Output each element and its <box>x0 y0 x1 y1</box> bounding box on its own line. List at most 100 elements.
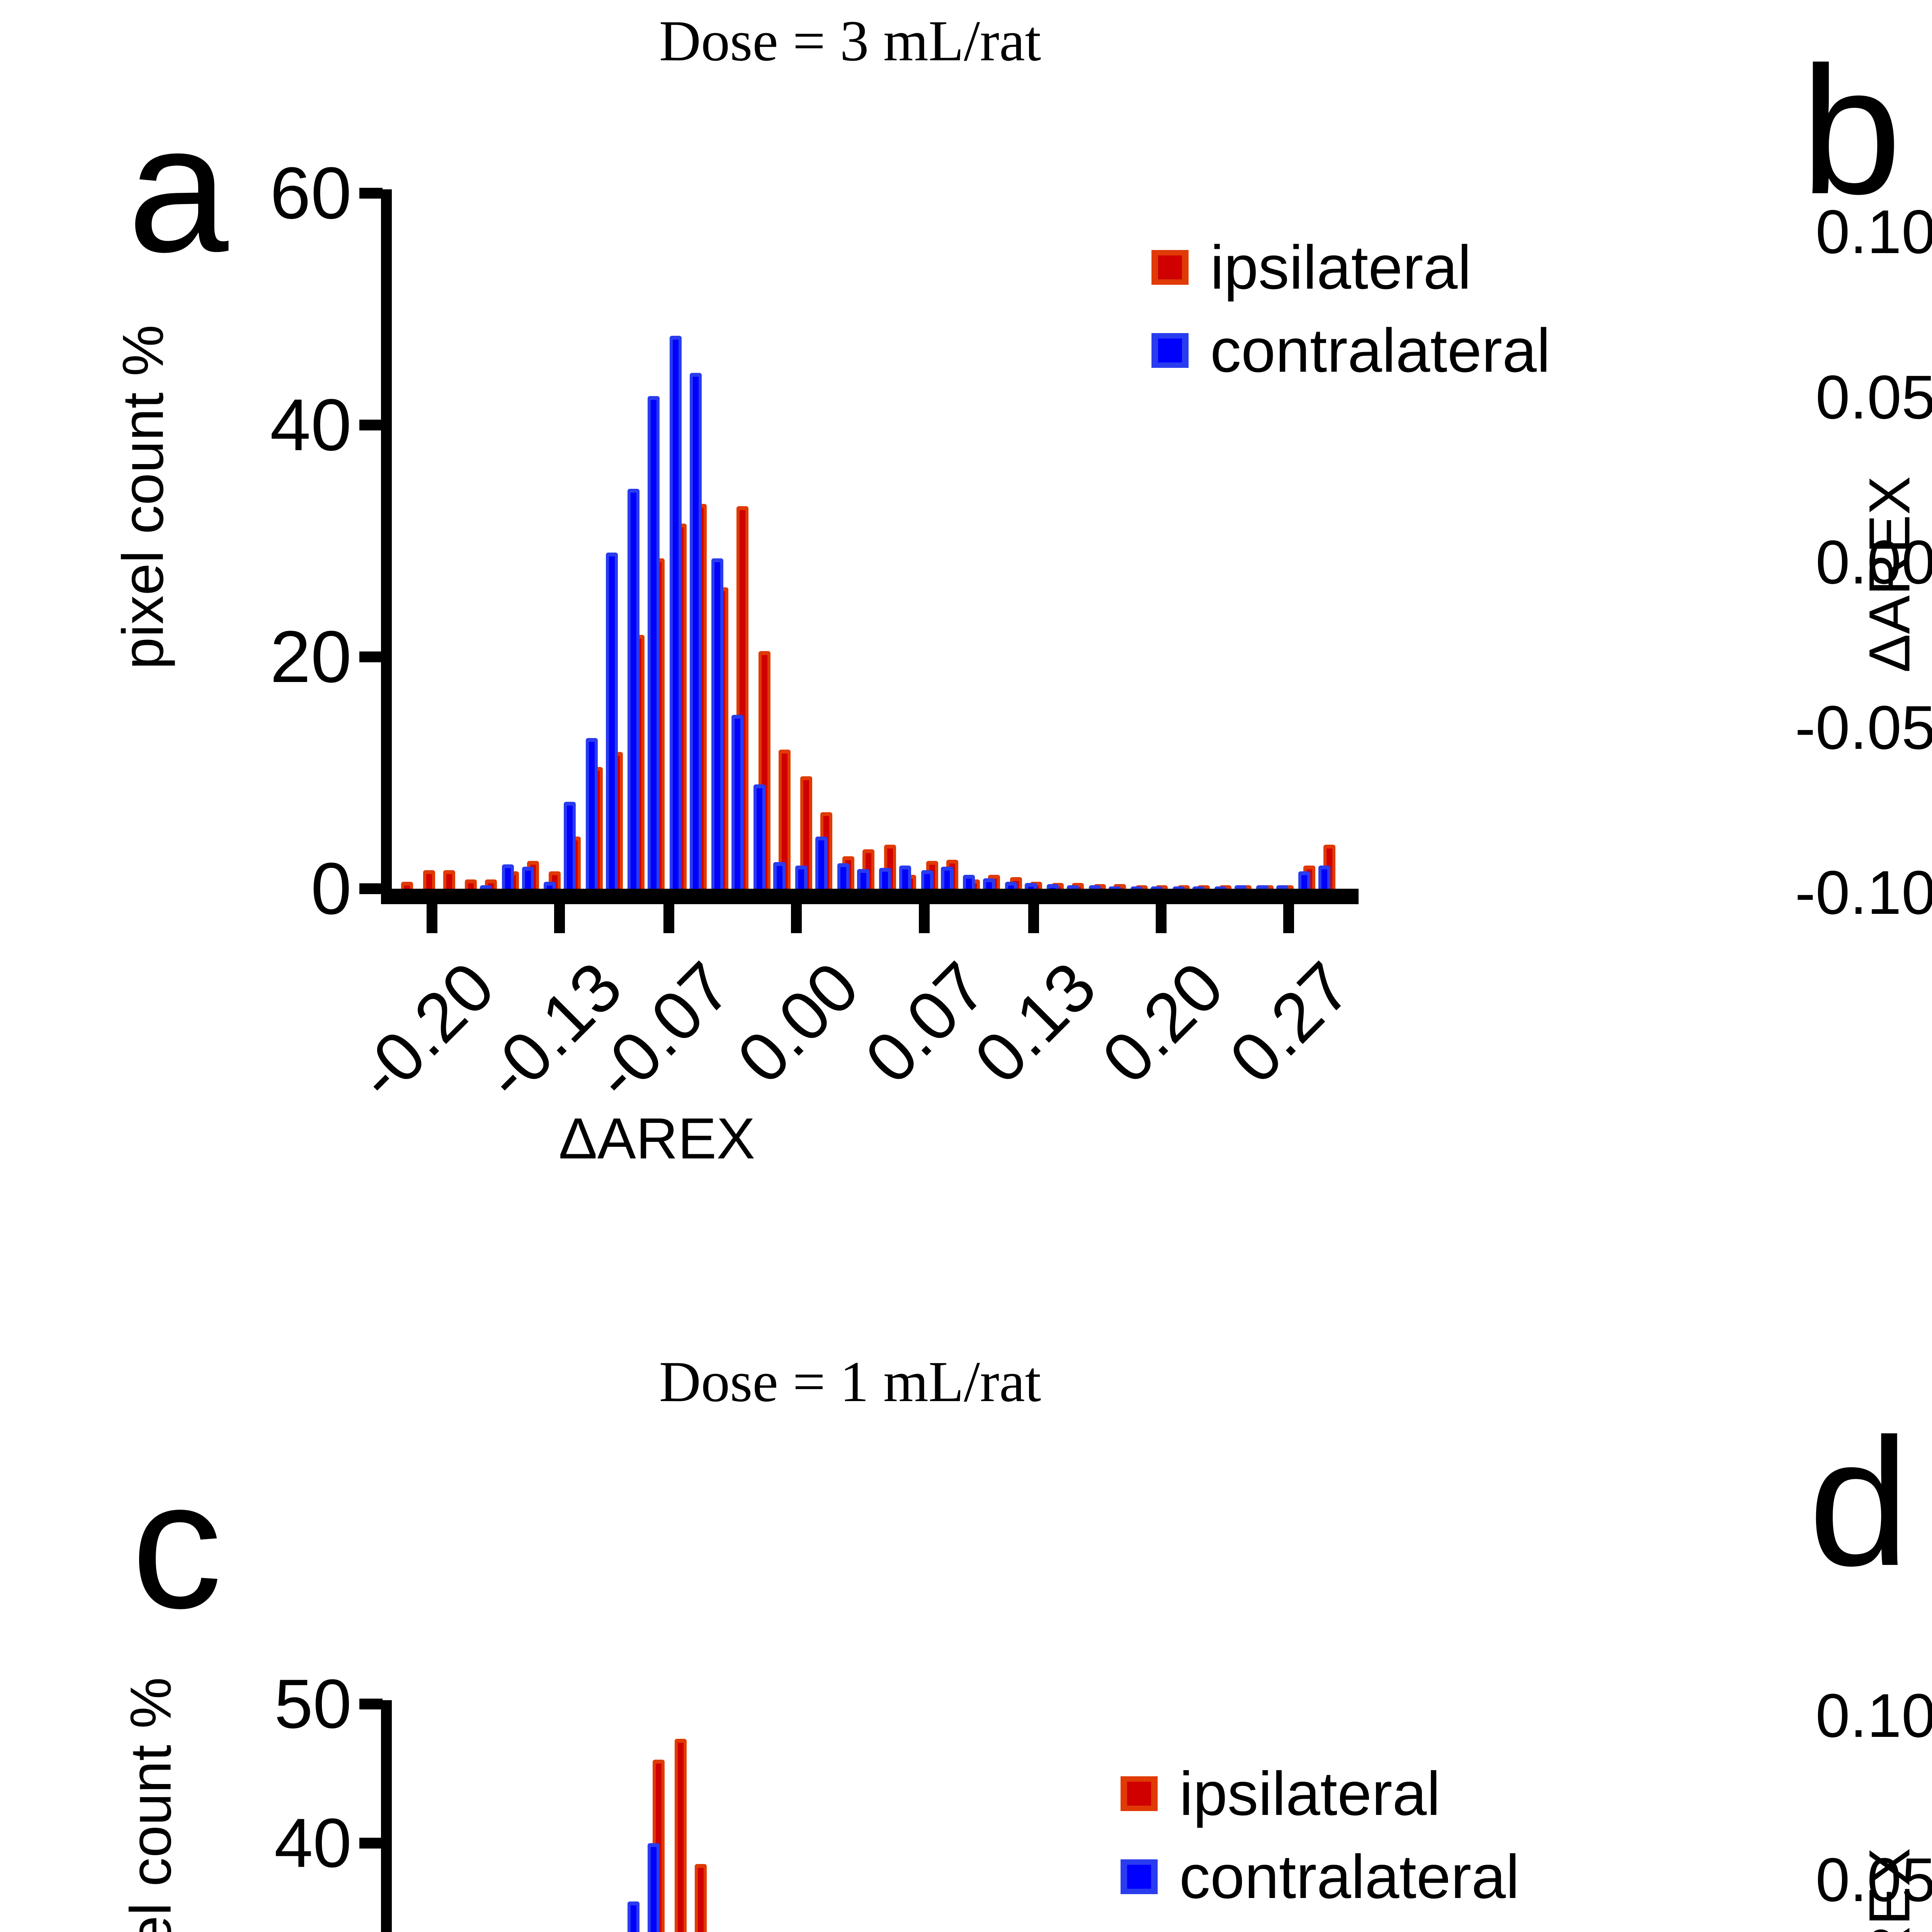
panel_c-legend-label: ipsilateral <box>1179 1759 1440 1828</box>
panel_a-bar <box>502 864 514 889</box>
panel_a-y-tick <box>359 651 383 662</box>
panel-b-letter: b <box>1801 29 1902 232</box>
panel_a-bar-core <box>818 840 825 889</box>
panel-a-ylabel: pixel count % <box>110 325 175 670</box>
panel-a-letter: a <box>128 87 229 290</box>
panel-c-histogram: 01020304050-0.20-0.13-0.070.000.070.130.… <box>0 1314 1519 1932</box>
panel_a-legend-item: contralateral <box>1151 315 1550 386</box>
panel_b-y-tick-label: 0.00 <box>1815 527 1932 597</box>
panel_a-bar <box>921 870 933 889</box>
panel_a-bar <box>1298 871 1311 889</box>
panel_a-bar-core <box>547 886 553 889</box>
panel_a-y-axis <box>381 189 392 889</box>
panel_a-bar-core <box>803 780 810 889</box>
panel_a-bar <box>795 866 808 889</box>
panel_a-bar-core <box>714 562 721 889</box>
panel_a-bar-core <box>756 788 762 889</box>
panel_a-legend-item: ipsilateral <box>1151 232 1471 303</box>
panel_a-bar <box>522 867 534 889</box>
panel-b-scatter: -0.10-0.050.000.050.10ispitateralcontral… <box>1507 0 1932 1236</box>
panel_a-y-tick-label: 20 <box>270 616 352 698</box>
panel_a-bar <box>753 784 765 889</box>
panel_a-bar <box>1109 886 1121 889</box>
panel_a-bar <box>648 396 660 889</box>
panel_a-bar <box>815 837 828 889</box>
panel_c-bar-core <box>651 1847 657 1932</box>
panel_c-bar-core <box>697 1868 704 1932</box>
contralateral-swatch <box>1151 333 1189 368</box>
panel_a-bar-core <box>404 886 410 889</box>
panel-c-letter: c <box>131 1443 222 1646</box>
panel-a-histogram: 0 20 40 60 -0.20 -0.13 -0.07 0.00 0.07 0.13 0.20 0.… <box>0 0 1551 1236</box>
panel_a-bar <box>711 558 724 889</box>
panel_a-bar-core <box>505 868 511 889</box>
panel_a-bar <box>423 870 435 889</box>
panel_c-plot-area <box>386 1704 1352 1932</box>
panel_a-bar-core <box>986 882 992 889</box>
panel_a-bar <box>1066 885 1079 889</box>
panel_a-y-tick <box>359 188 383 199</box>
panel_a-bar <box>963 875 975 889</box>
panel-d-scatter: -0.10-0.050.000.050.10ispitateralcontral… <box>1507 1314 1932 1932</box>
swatch-inner <box>1158 338 1182 362</box>
panel_c-y-tick <box>359 1838 383 1849</box>
panel_d-y-tick-label: 0.10 <box>1815 1681 1932 1750</box>
panel_a-bar-core <box>446 874 452 889</box>
panel_c-bar <box>674 1739 687 1932</box>
panel_a-y-tick-label: 40 <box>270 384 352 466</box>
panel_a-bar <box>480 885 492 889</box>
panel_b-y-tick-label: 0.10 <box>1815 197 1932 266</box>
swatch-inner <box>1158 255 1182 279</box>
panel_a-bar-core <box>735 719 741 889</box>
panel_a-bar-core <box>567 806 573 889</box>
panel_a-bar-core <box>860 873 866 889</box>
panel_a-bar-core <box>651 400 657 889</box>
panel_a-bar <box>773 862 786 889</box>
panel-a-xlabel: ΔAREX <box>558 1106 755 1171</box>
panel-c-title: Dose = 1 mL/rat <box>659 1350 1041 1414</box>
panel_a-y-tick-label: 60 <box>270 152 352 234</box>
panel_a-legend-label: contralateral <box>1210 316 1551 385</box>
panel_a-bar <box>628 489 640 889</box>
panel_a-bar <box>689 373 702 889</box>
panel_c-legend-item: contralateral <box>1121 1841 1519 1912</box>
panel_a-bar <box>1150 886 1163 889</box>
panel_a-bar <box>465 879 477 889</box>
panel_a-bar-core <box>1321 869 1327 889</box>
panel_a-bar <box>564 802 576 889</box>
panel_a-bar-core <box>1050 888 1056 889</box>
panel_d-y-tick-label: 0.05 <box>1815 1845 1932 1914</box>
panel_a-bar <box>669 336 682 889</box>
panel_a-bar <box>1214 886 1227 889</box>
panel_a-bar <box>1276 885 1289 889</box>
panel_a-x-tick <box>663 904 675 933</box>
panel_b-y-tick-label: 0.05 <box>1815 362 1932 432</box>
panel_a-x-tick <box>1155 904 1167 933</box>
panel_a-bar <box>941 867 953 889</box>
panel_a-bar-core <box>944 871 950 889</box>
panel_a-bar-core <box>525 871 531 889</box>
panel_a-x-tick <box>426 904 437 933</box>
panel-b-ylabel: ΔAREX <box>1857 476 1922 673</box>
panel_a-bar <box>605 553 618 889</box>
panel_b-y-tick-label: -0.05 <box>1795 692 1932 762</box>
swatch-inner <box>1127 1865 1151 1889</box>
panel_c-y-tick-label: 40 <box>274 1804 352 1882</box>
panel_a-bar <box>731 715 744 889</box>
panel_a-bar <box>1192 886 1205 889</box>
panel-c-ylabel: pixel count % <box>118 1677 183 1932</box>
panel_a-bar <box>837 863 849 889</box>
panel_a-bar-core <box>840 867 846 889</box>
panel_c-bar <box>628 1901 640 1932</box>
panel_a-bar-core <box>468 883 474 889</box>
panel_a-legend-label: ipsilateral <box>1210 233 1471 302</box>
panel_c-legend-item: ipsilateral <box>1121 1758 1440 1829</box>
panel_a-bar-core <box>781 753 787 889</box>
panel_c-bar <box>648 1843 660 1932</box>
panel_c-bar-core <box>631 1905 637 1932</box>
panel_a-bar-core <box>588 742 595 889</box>
panel_b-y-tick-label: -0.10 <box>1795 858 1932 927</box>
panel_a-bar <box>1005 882 1017 889</box>
panel_a-bar-core <box>692 377 699 889</box>
panel_a-bar <box>443 870 455 889</box>
